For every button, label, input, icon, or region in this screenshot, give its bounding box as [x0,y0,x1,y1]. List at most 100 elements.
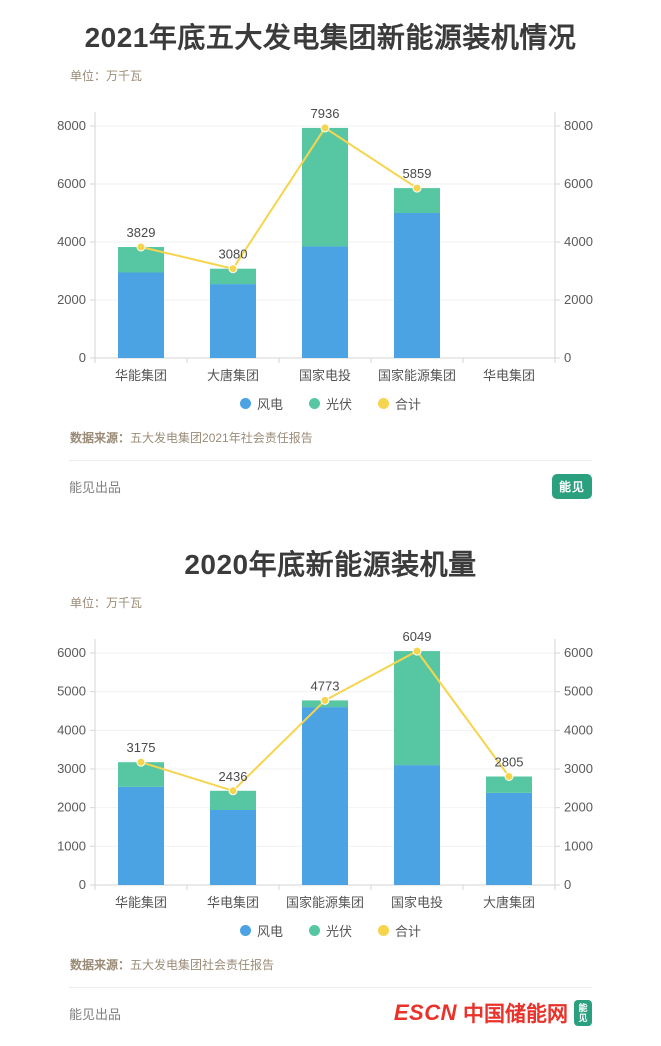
y-tick-label: 6000 [57,176,86,191]
chart-title-2020: 2020年底新能源装机量 [184,549,477,580]
x-category-label: 华电集团 [207,895,259,910]
bar-segment-光伏 [394,651,440,766]
total-value-label: 2805 [495,755,524,770]
total-value-label: 6049 [403,629,432,644]
bar-segment-风电 [118,786,164,885]
total-marker [228,786,238,796]
bar-segment-风电 [302,707,348,885]
y-tick-label: 4000 [564,722,593,737]
chart-svg: 0 0 1000 1000 2000 2000 3000 3000 4000 4000 5000 50… [57,629,593,910]
y-tick-label: 6000 [564,176,593,191]
chart-section-2020: 2020年底新能源装机量 单位：万千瓦 0 0 1000 1000 2000 2000 30… [0,547,661,1030]
x-category-label: 大唐集团 [207,368,259,383]
total-line [140,126,418,270]
data-source-text: 五大发电集团社会责任报告 [130,958,275,972]
nengjian-logo: 能见 [574,999,592,1027]
y-tick-label: 6000 [564,645,593,660]
legend-dot-icon [308,398,320,409]
legend-item-风电: 风电 [239,921,283,940]
x-category-label: 华电集团 [483,368,535,383]
chart-legend: 风电 光伏 合计 [0,921,661,940]
y-tick-label: 4000 [57,722,86,737]
total-value-label: 2436 [219,769,248,784]
credit-text: 能见出品 [69,1006,122,1022]
y-tick-label: 3000 [57,761,86,776]
legend-dot-icon [239,925,251,936]
total-marker [136,242,146,252]
escn-brand: ESCN 中国储能网 能见 [394,998,592,1028]
total-marker [136,757,146,767]
y-tick-label: 2000 [564,800,593,815]
nengjian-logo: 能见 [551,473,592,499]
bar-segment-风电 [302,246,348,358]
legend-item-光伏: 光伏 [308,394,352,413]
y-tick-label: 0 [79,877,86,892]
total-marker [228,264,238,274]
stacked-bar-chart-2020: 0 0 1000 1000 2000 2000 3000 3000 4000 4000 5000 50… [0,613,661,919]
x-category-label: 大唐集团 [483,895,535,910]
bar-segment-光伏 [302,127,348,247]
legend-label: 光伏 [325,924,352,939]
bar-segment-风电 [394,213,440,358]
data-source: 数据来源：五大发电集团2021年社会责任报告 [70,429,661,446]
total-marker [320,123,330,133]
bar-segment-光伏 [486,776,532,793]
footer: 能见出品 ESCN 中国储能网 能见 [69,996,592,1030]
escn-brand-text: ESCN [393,1000,457,1025]
y-tick-label: 0 [79,350,86,365]
total-value-label: 4773 [311,678,340,693]
x-category-label: 华能集团 [115,368,167,383]
divider [69,987,592,988]
total-marker [320,695,330,705]
footer: 能见出品 能见 [69,469,592,503]
total-value-label: 3829 [127,225,156,240]
legend-dot-icon [239,398,251,409]
legend-item-风电: 风电 [239,394,283,413]
bar-segment-风电 [210,810,256,885]
x-category-label: 国家能源集团 [286,895,364,910]
legend-item-合计: 合计 [378,921,421,940]
chart-title-2021: 2021年底五大发电集团新能源装机情况 [84,22,577,53]
data-source-label: 数据来源： [70,958,131,972]
y-tick-label: 5000 [57,684,86,699]
unit-label: 单位：万千瓦 [70,69,143,83]
data-source-text: 五大发电集团2021年社会责任报告 [130,431,313,445]
y-tick-label: 8000 [57,118,86,133]
total-value-label: 7936 [311,106,340,121]
x-category-label: 华能集团 [115,895,167,910]
legend-label: 风电 [256,924,283,939]
bar-segment-风电 [210,284,256,358]
chart-legend: 风电 光伏 合计 [0,394,661,413]
bar-segment-光伏 [210,790,256,810]
y-tick-label: 6000 [57,645,86,660]
x-category-label: 国家电投 [391,895,443,910]
escn-brand-cn-text: 中国储能网 [463,1003,568,1026]
y-tick-label: 2000 [57,292,86,307]
total-marker [504,772,514,781]
y-tick-label: 4000 [57,234,86,249]
bar-segment-风电 [394,765,440,885]
y-tick-label: 0 [564,877,571,892]
credit-text: 能见出品 [69,479,122,495]
stacked-bar-chart-2021: 0 0 2000 2000 4000 4000 6000 6000 8000 8000 华能集团 大唐… [0,86,661,392]
y-tick-label: 0 [564,350,571,365]
legend-label: 合计 [395,924,422,939]
y-tick-label: 1000 [57,838,86,853]
chart-section-2021: 2021年底五大发电集团新能源装机情况 单位：万千瓦 0 0 2000 2000 400… [0,20,661,503]
total-value-label: 5859 [403,166,432,181]
legend-label: 合计 [395,397,422,412]
bar-segment-风电 [486,793,532,885]
data-source: 数据来源：五大发电集团社会责任报告 [70,956,661,973]
total-marker [412,183,422,193]
divider [69,460,592,461]
y-tick-label: 2000 [57,800,86,815]
y-tick-label: 3000 [564,761,593,776]
data-source-label: 数据来源： [70,431,131,445]
x-category-label: 国家能源集团 [378,368,456,383]
legend-dot-icon [378,398,389,409]
y-tick-label: 2000 [564,292,593,307]
legend-label: 光伏 [325,397,352,412]
legend-dot-icon [378,925,389,936]
y-tick-label: 8000 [564,118,593,133]
y-tick-label: 1000 [564,838,593,853]
